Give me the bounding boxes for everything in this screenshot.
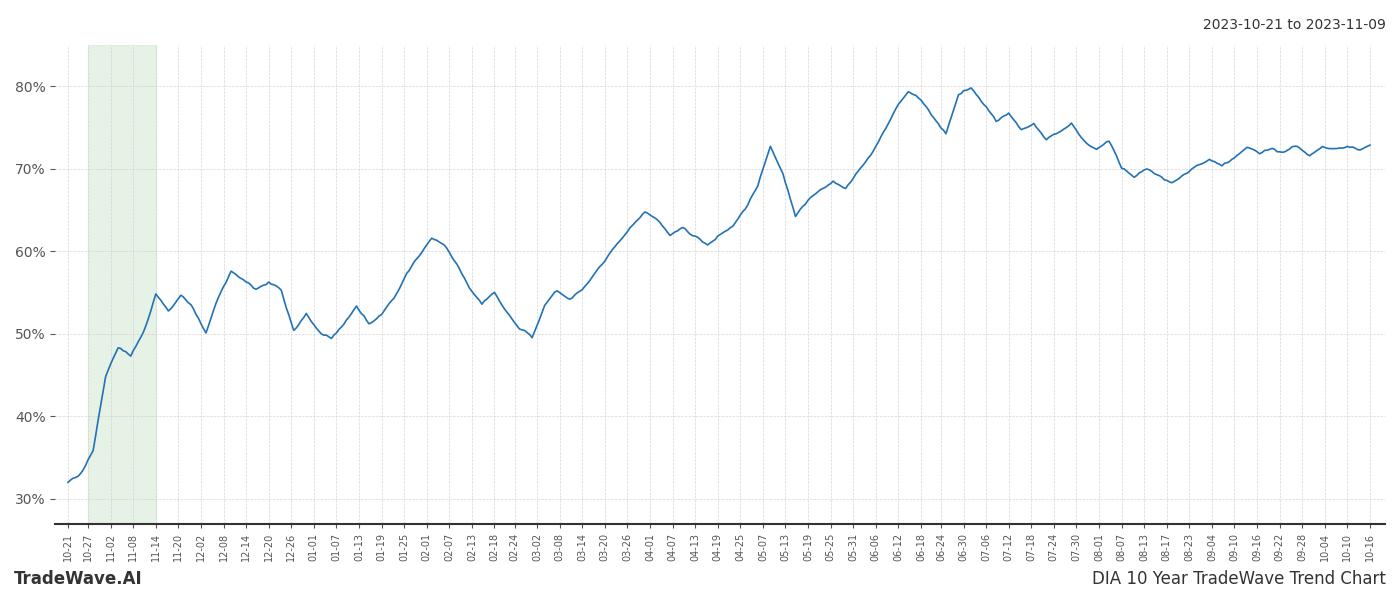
Text: DIA 10 Year TradeWave Trend Chart: DIA 10 Year TradeWave Trend Chart: [1092, 570, 1386, 588]
Bar: [88, 45, 155, 524]
Text: 2023-10-21 to 2023-11-09: 2023-10-21 to 2023-11-09: [1203, 18, 1386, 32]
Text: TradeWave.AI: TradeWave.AI: [14, 570, 143, 588]
